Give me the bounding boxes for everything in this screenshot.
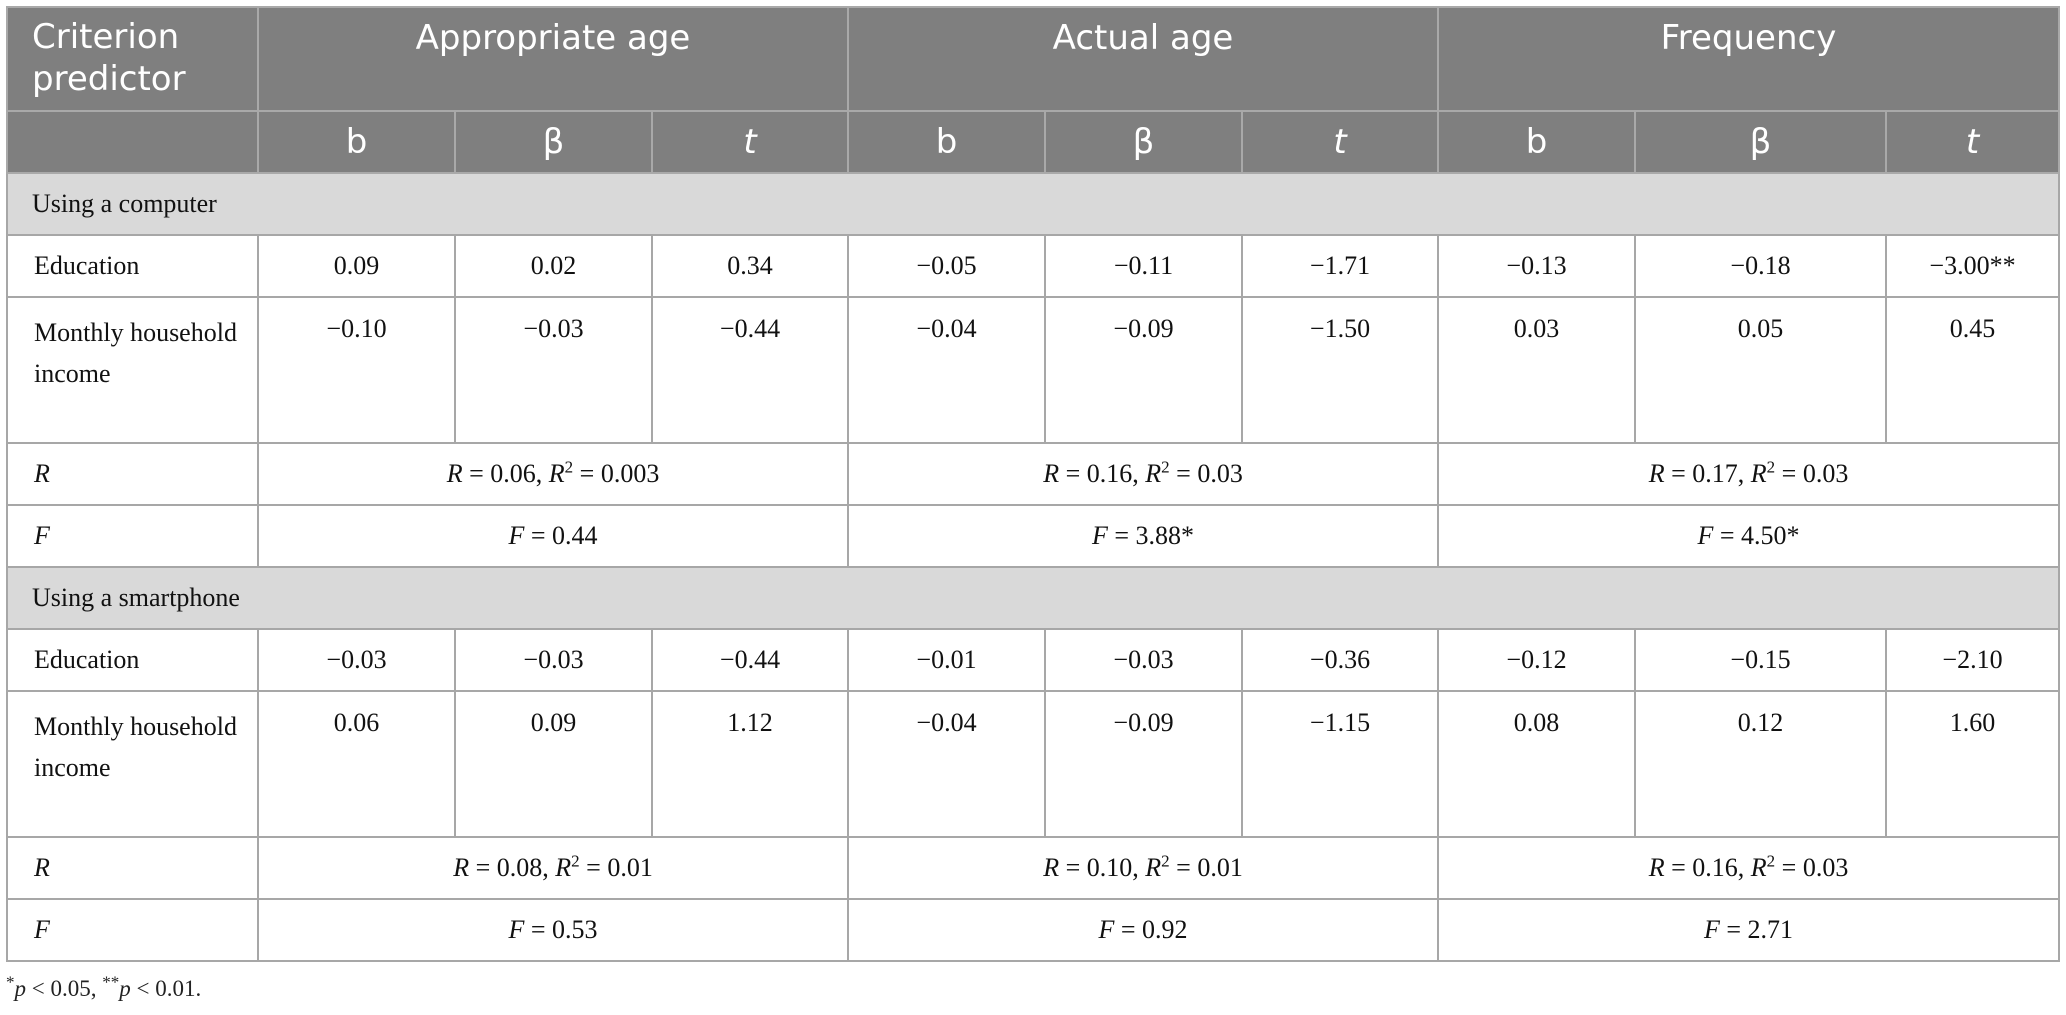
value-cell: −0.01 [847,628,1046,692]
subcol-beta: β [1634,110,1887,174]
subcol-beta: β [454,110,653,174]
value-cell: −1.50 [1241,296,1439,444]
header-row-groups: Criterion predictor Appropriate age Actu… [6,6,2060,112]
value-cell: 0.02 [454,234,653,298]
section-title: Using a computer [6,172,2060,236]
predictor-label: Education [6,234,259,298]
value-cell: −0.03 [454,628,653,692]
value-cell: 0.09 [257,234,456,298]
value-cell: −0.12 [1437,628,1636,692]
r-value-cell: R = 0.17, R2 = 0.03 [1437,442,2060,506]
r-value-cell: R = 0.10, R2 = 0.01 [847,836,1439,900]
r-label: R [6,442,259,506]
header-row-subcols: b β t b β t b β t [6,110,2060,174]
value-cell: −1.71 [1241,234,1439,298]
section-row: Using a smartphone [6,566,2060,630]
group-header-appropriate-age: Appropriate age [257,6,849,112]
value-cell: 0.06 [257,690,456,838]
section-row: Using a computer [6,172,2060,236]
f-value-cell: F = 0.44 [257,504,849,568]
footnote: *p < 0.05, **p < 0.01. [6,972,202,1001]
value-cell: −0.04 [847,690,1046,838]
value-cell: −0.44 [651,296,849,444]
table-row: Education 0.09 0.02 0.34 −0.05 −0.11 −1.71 −0.1… [6,234,2060,298]
value-cell: −0.13 [1437,234,1636,298]
value-cell: 0.09 [454,690,653,838]
f-value-cell: F = 0.53 [257,898,849,962]
f-value-cell: F = 3.88* [847,504,1439,568]
r-label: R [6,836,259,900]
f-value-cell: F = 2.71 [1437,898,2060,962]
value-cell: 1.12 [651,690,849,838]
subcol-b: b [257,110,456,174]
subcol-b: b [847,110,1046,174]
value-cell: 0.12 [1634,690,1887,838]
section-title: Using a smartphone [6,566,2060,630]
value-cell: −0.18 [1634,234,1887,298]
group-header-actual-age: Actual age [847,6,1439,112]
value-cell: −0.05 [847,234,1046,298]
value-cell: −0.15 [1634,628,1887,692]
subcol-t: t [651,110,849,174]
r-value-cell: R = 0.16, R2 = 0.03 [1437,836,2060,900]
table-body: Using a computer Education 0.09 0.02 0.34 −0.… [6,172,2060,962]
table-row: Monthly household income −0.10 −0.03 −0.44−… [6,296,2060,444]
value-cell: −2.10 [1885,628,2060,692]
f-value-cell: F = 4.50* [1437,504,2060,568]
subcol-beta: β [1044,110,1243,174]
value-cell: −0.03 [454,296,653,444]
value-cell: 1.60 [1885,690,2060,838]
value-cell: 0.34 [651,234,849,298]
f-value-cell: F = 0.92 [847,898,1439,962]
value-cell: −0.36 [1241,628,1439,692]
value-cell: −0.44 [651,628,849,692]
value-cell: −0.11 [1044,234,1243,298]
value-cell: 0.08 [1437,690,1636,838]
regression-table: Criterion predictor Appropriate age Actu… [6,6,2060,962]
subcol-t: t [1885,110,2060,174]
criterion-predictor-header: Criterion predictor [6,6,259,112]
value-cell: 0.05 [1634,296,1887,444]
value-cell: 0.03 [1437,296,1636,444]
value-cell: −0.03 [1044,628,1243,692]
subcol-b: b [1437,110,1636,174]
r-value-cell: R = 0.16, R2 = 0.03 [847,442,1439,506]
f-label: F [6,898,259,962]
value-cell: −0.04 [847,296,1046,444]
r-value-cell: R = 0.08, R2 = 0.01 [257,836,849,900]
group-header-frequency: Frequency [1437,6,2060,112]
predictor-label: Monthly household income [6,296,259,444]
value-cell: −0.09 [1044,690,1243,838]
value-cell: −3.00** [1885,234,2060,298]
table-row: Monthly household income 0.06 0.09 1.12 −0.0… [6,690,2060,838]
value-cell: 0.45 [1885,296,2060,444]
f-label: F [6,504,259,568]
subcol-t: t [1241,110,1439,174]
r-value-cell: R = 0.06, R2 = 0.003 [257,442,849,506]
table-row: Education −0.03 −0.03 −0.44 −0.01 −0.03 −0.36−… [6,628,2060,692]
value-cell: −0.09 [1044,296,1243,444]
value-cell: −0.10 [257,296,456,444]
value-cell: −1.15 [1241,690,1439,838]
empty-header-cell [6,110,259,174]
predictor-label: Education [6,628,259,692]
value-cell: −0.03 [257,628,456,692]
predictor-label: Monthly household income [6,690,259,838]
